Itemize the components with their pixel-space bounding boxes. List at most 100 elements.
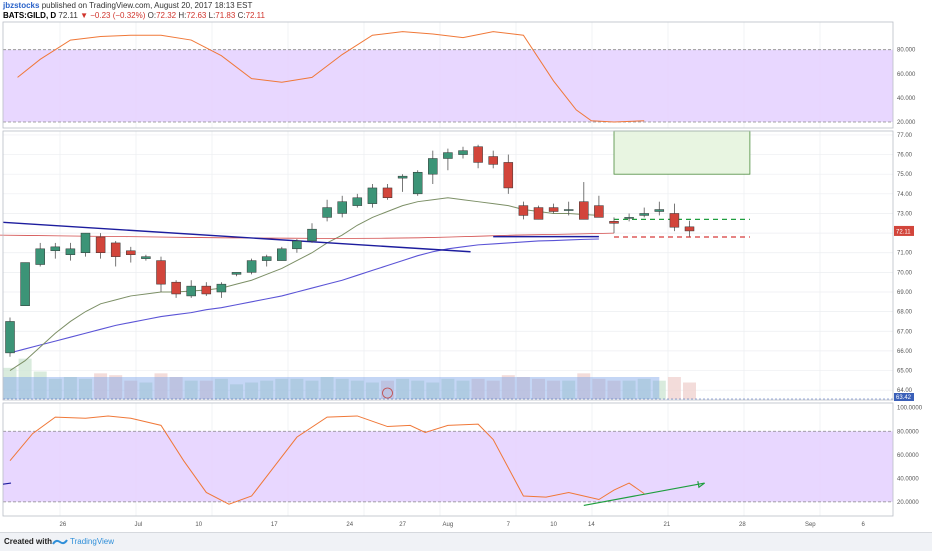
x-tick-label: 10 (195, 522, 202, 528)
candle-body (684, 226, 695, 232)
price-panel: 77.0076.0075.0074.0073.0072.0071.0070.00… (0, 130, 914, 401)
volume-bar (18, 358, 32, 399)
x-tick-label: Sep (805, 522, 816, 528)
volume-value-label: 63.42 (896, 395, 912, 401)
volume-bar (396, 378, 410, 399)
candle-body (367, 187, 378, 204)
price-y-tick-label: 75.00 (897, 172, 913, 178)
tradingview-brand[interactable]: TradingView (70, 537, 115, 546)
close-label: C: (237, 11, 246, 20)
last-price-label: 72.11 (896, 229, 911, 235)
open-label: O: (147, 11, 157, 20)
candle-body (216, 283, 227, 293)
x-tick-label: Aug (443, 522, 454, 528)
publish-info: published on TradingView.com, August 20,… (41, 1, 253, 10)
symbol-label[interactable]: BATS:GILD, D (3, 11, 57, 20)
candle-body (624, 217, 634, 219)
footer-bar: Created with TradingView (0, 532, 932, 551)
tradingview-logo-icon (52, 539, 68, 545)
osc-bot-y-tick-label: 60.0000 (897, 453, 919, 459)
x-tick-label: 28 (739, 522, 746, 528)
x-axis: 26 Jul 10 17 24 27 Aug 7 10 14 21 28 Sep 6 (60, 522, 866, 528)
volume-bar (260, 380, 274, 399)
volume-bar (607, 380, 621, 399)
candle-body (548, 207, 559, 212)
candle-body (20, 262, 30, 307)
candle-body (488, 156, 498, 165)
volume-bar (139, 382, 153, 399)
candle-body (186, 285, 196, 297)
last-price-tag (894, 225, 914, 236)
x-tick-label: 21 (664, 522, 671, 528)
candle-body (473, 146, 483, 163)
candle-body (171, 281, 181, 295)
down-arrow-icon: ▼ (80, 11, 89, 20)
x-tick-label: 26 (60, 522, 67, 528)
osc-top-y-tick-label: 40.000 (897, 96, 916, 102)
candle-body (609, 221, 619, 224)
volume-bar (637, 378, 651, 399)
price-y-tick-label: 67.00 (897, 329, 913, 335)
created-with-label: Created with (4, 537, 53, 546)
price-y-tick-label: 69.00 (897, 290, 913, 296)
candle-body (110, 242, 121, 257)
candle-body (669, 213, 680, 228)
candle-body (594, 205, 604, 218)
high-value: 72.63 (186, 11, 207, 20)
price-change: −0.23 (−0.32%) (90, 11, 146, 20)
candle-body (246, 260, 257, 273)
candle-body (458, 150, 468, 155)
volume-bar (486, 380, 500, 399)
volume-bar (169, 377, 183, 399)
price-y-tick-label: 74.00 (897, 192, 913, 198)
volume-bar (441, 378, 455, 399)
osc-bot-frame (2, 402, 894, 517)
close-value: 72.11 (245, 11, 265, 20)
chart-canvas[interactable]: 80.000 60.000 40.000 20.000 77.00 76.00 75.00… (0, 0, 932, 532)
last-price: 72.11 (58, 11, 78, 20)
volume-bar (350, 380, 364, 399)
volume-ma-band (3, 377, 660, 399)
x-tick-label: 27 (399, 522, 406, 528)
volume-bar (335, 378, 349, 399)
volume-bar (577, 373, 591, 399)
x-tick-label: 17 (271, 522, 278, 528)
candle-body (292, 240, 302, 250)
osc-top-frame (2, 21, 894, 129)
osc-bot-band (3, 431, 893, 502)
author-link[interactable]: jbzstocks (3, 1, 40, 10)
bottom-trend-stub (2, 482, 12, 485)
candle-body (231, 272, 242, 275)
target-box (613, 130, 751, 175)
osc-bot-y-tick-label: 80.0000 (897, 429, 919, 435)
price-y-tick-label: 73.00 (897, 211, 913, 217)
low-value: 71.83 (215, 11, 236, 20)
volume-bar (154, 373, 168, 399)
volume-bar (501, 375, 515, 399)
volume-bar (230, 384, 243, 399)
volume-bar (456, 380, 470, 399)
price-y-tick-label: 66.00 (897, 349, 913, 355)
chart-header: jbzstocks published on TradingView.com, … (3, 1, 265, 21)
volume-bar (94, 373, 108, 399)
volume-bar (48, 378, 62, 399)
oscillator-top-panel: 80.000 60.000 40.000 20.000 (2, 21, 916, 129)
candle-body (126, 250, 136, 255)
volume-bar (199, 380, 213, 399)
volume-bar (381, 380, 394, 399)
candle-body (518, 205, 529, 216)
volume-bar (547, 380, 561, 399)
oscillator-bottom-panel: 100.0000 80.0000 60.0000 40.0000 20.0000 (2, 402, 923, 517)
trendline (2, 221, 471, 253)
osc-bot-y-tick-label: 20.0000 (897, 500, 919, 506)
candle-body (307, 228, 317, 242)
candle-body (50, 246, 61, 252)
volume-bar (184, 380, 198, 399)
ohlc-line: BATS:GILD, D 72.11 ▼ −0.23 (−0.32%) O: 72… (3, 11, 265, 21)
candle-body (141, 256, 151, 259)
candle-body (352, 197, 363, 206)
candle-body (95, 236, 106, 253)
candle-body (397, 175, 408, 179)
osc-bot-y-tick-label: 100.0000 (897, 406, 923, 412)
candle-body (322, 207, 332, 218)
